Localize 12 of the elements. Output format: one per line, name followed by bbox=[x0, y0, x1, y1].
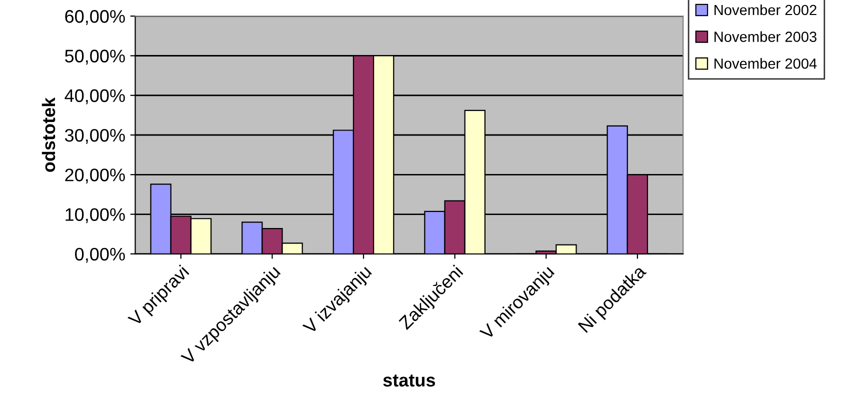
y-tick-label: 10,00% bbox=[66, 208, 125, 224]
legend-label: November 2003 bbox=[714, 31, 816, 42]
y-tick-label: 0,00% bbox=[75, 248, 125, 263]
y-tick-label: 40,00% bbox=[64, 89, 125, 104]
x-axis-title: status bbox=[383, 374, 436, 387]
y-tick-label: 20,00% bbox=[65, 168, 125, 184]
y-axis-title: odstotek bbox=[42, 97, 56, 172]
legend-label: November 2002 bbox=[714, 4, 816, 16]
legend-label: November 2004 bbox=[714, 58, 817, 69]
y-tick-label: 60,00% bbox=[65, 10, 125, 25]
y-tick-label: 30,00% bbox=[64, 128, 125, 144]
y-tick-label: 50,00% bbox=[65, 50, 125, 65]
